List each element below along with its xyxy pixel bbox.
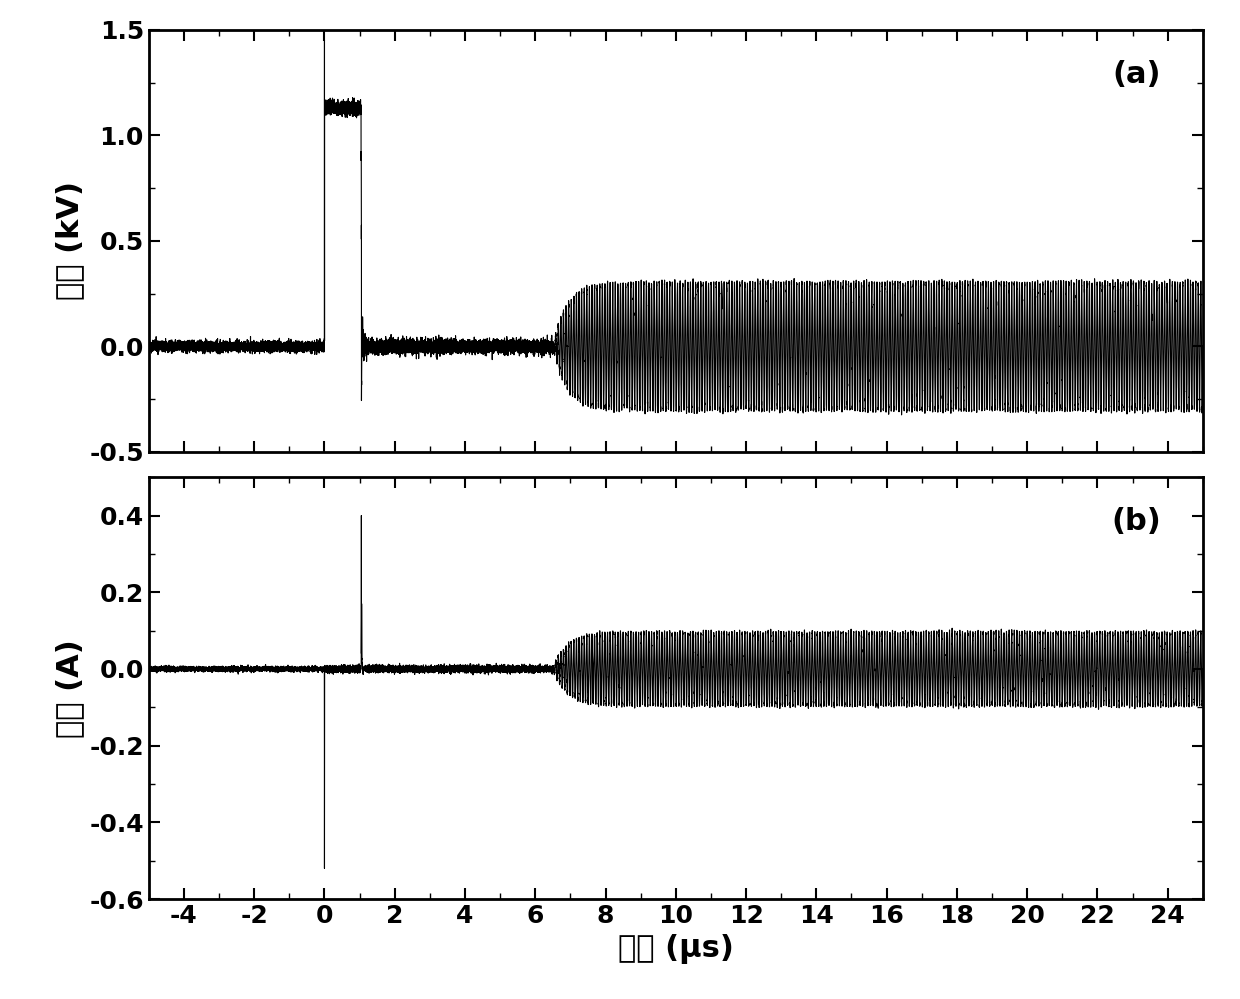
- X-axis label: 时间 (μs): 时间 (μs): [618, 933, 734, 963]
- Text: (a): (a): [1112, 60, 1161, 89]
- Text: (b): (b): [1111, 506, 1161, 535]
- Y-axis label: 电流 (A): 电流 (A): [55, 638, 84, 737]
- Y-axis label: 电压 (kV): 电压 (kV): [55, 182, 84, 301]
